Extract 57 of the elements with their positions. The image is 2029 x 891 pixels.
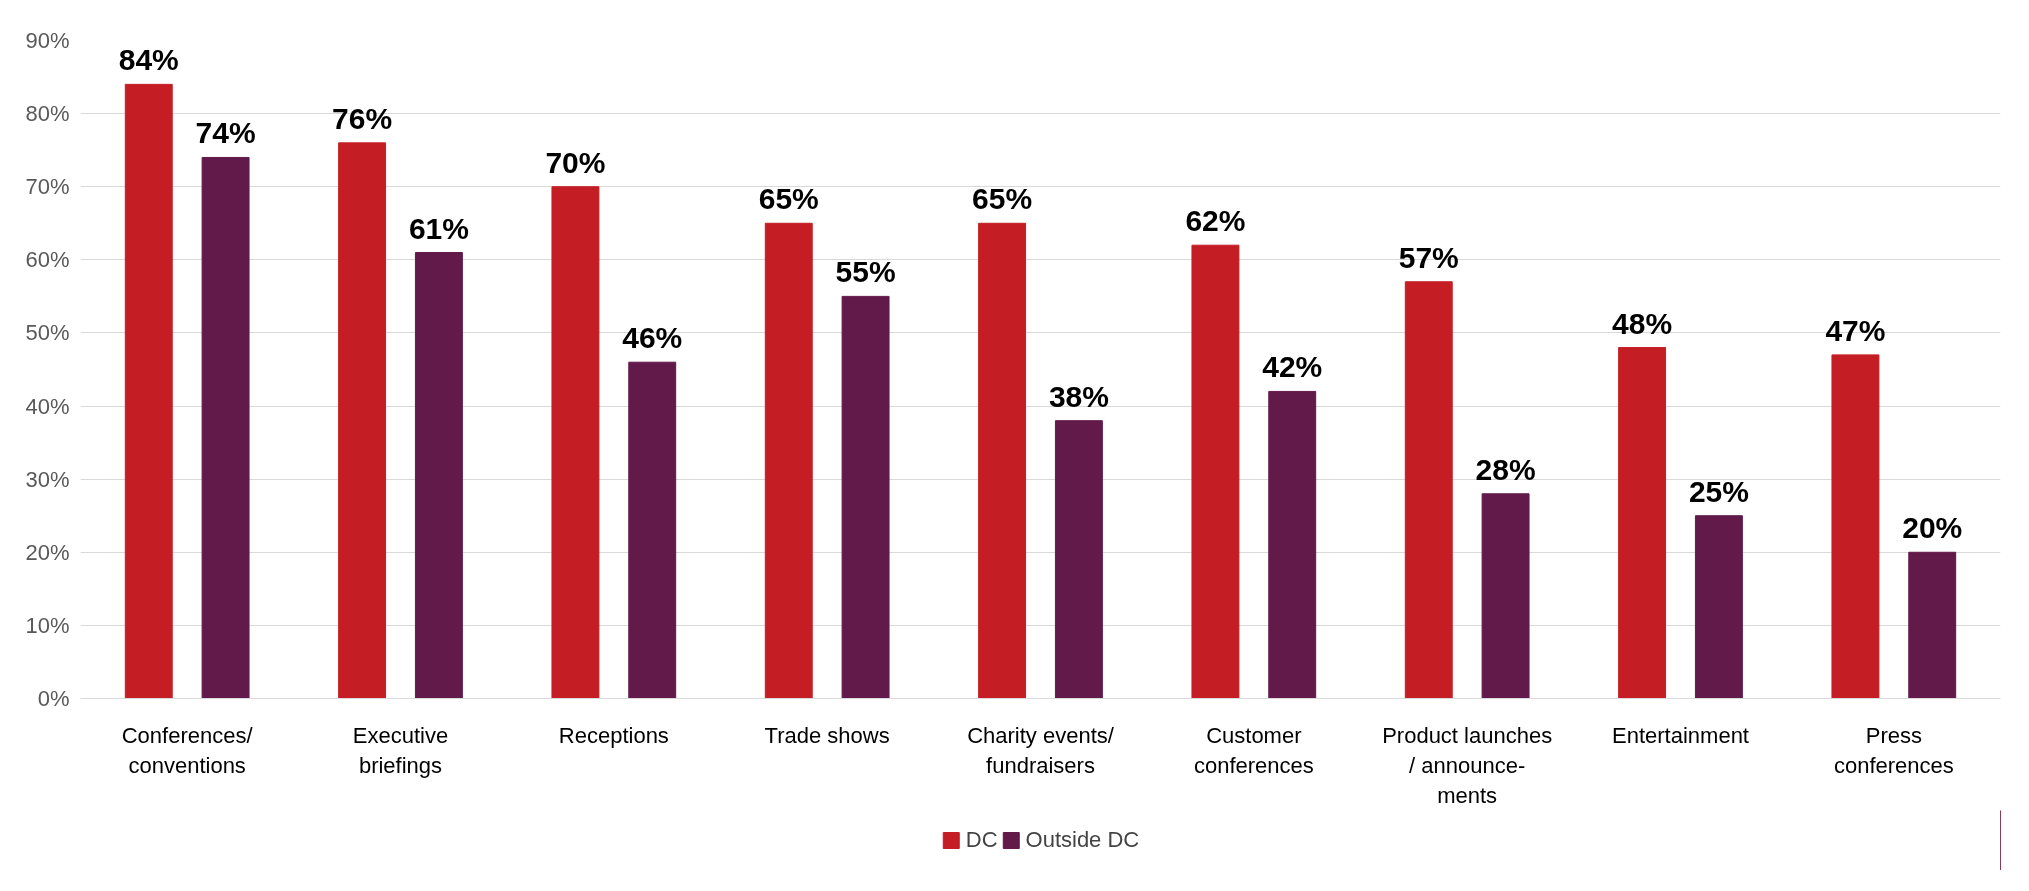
- x-tick-label: Trade shows: [764, 722, 890, 748]
- legend-label: Outside DC: [1025, 827, 1140, 853]
- y-tick-label: 10%: [25, 612, 70, 638]
- y-tick-label: 30%: [25, 466, 70, 492]
- data-label: 62%: [1185, 204, 1246, 238]
- bar: [764, 222, 813, 699]
- bar: [551, 186, 600, 699]
- x-tick-label: Press conferences: [1833, 722, 1954, 778]
- y-tick-label: 50%: [25, 320, 70, 346]
- data-label: 70%: [545, 145, 606, 179]
- bar: [841, 295, 890, 699]
- data-label: 48%: [1612, 306, 1673, 340]
- bar: [1268, 390, 1317, 699]
- bar: [201, 156, 250, 699]
- bar: [1694, 515, 1743, 699]
- data-label: 25%: [1688, 474, 1749, 508]
- data-label: 55%: [835, 255, 896, 289]
- bar: [338, 142, 387, 699]
- legend-label: DC: [965, 827, 998, 853]
- data-label: 76%: [332, 101, 393, 135]
- bar: [1618, 347, 1667, 699]
- data-label: 65%: [758, 182, 819, 216]
- data-label: 20%: [1902, 511, 1963, 545]
- data-label: 47%: [1825, 313, 1886, 347]
- data-label: 74%: [195, 116, 256, 150]
- x-tick-label: Entertainment: [1612, 722, 1749, 748]
- bar: [1831, 354, 1880, 699]
- x-tick-label: Receptions: [558, 722, 669, 748]
- x-tick-label: Charity events/ fundraisers: [967, 722, 1115, 778]
- y-tick-label: 20%: [25, 539, 70, 565]
- data-label: 28%: [1475, 452, 1536, 486]
- data-label: 61%: [408, 211, 469, 245]
- bar: [978, 222, 1027, 699]
- x-tick-label: Product launches / announce- ments: [1382, 722, 1553, 808]
- bar: [1908, 551, 1957, 699]
- data-label: 65%: [972, 182, 1033, 216]
- bar: [628, 361, 677, 699]
- data-label: 57%: [1398, 240, 1459, 274]
- bar: [124, 83, 173, 699]
- bar: [414, 252, 463, 699]
- bar: [1054, 420, 1103, 699]
- y-tick-label: 60%: [25, 247, 70, 273]
- bar: [1191, 244, 1240, 699]
- x-tick-label: Executive briefings: [352, 722, 449, 778]
- data-label: 42%: [1262, 350, 1323, 384]
- bar: [1404, 281, 1453, 699]
- y-tick-label: 40%: [25, 393, 70, 419]
- data-label: 38%: [1048, 379, 1109, 413]
- bar: [1481, 493, 1530, 699]
- y-tick-label: 80%: [25, 101, 70, 127]
- x-tick-label: Customer conferences: [1193, 722, 1314, 778]
- data-label: 84%: [118, 43, 179, 77]
- y-tick-label: 90%: [25, 28, 70, 53]
- y-tick-label: 70%: [25, 174, 70, 200]
- data-label: 46%: [622, 321, 683, 355]
- y-tick-label: 0%: [37, 686, 70, 711]
- x-tick-label: Conferences/ conventions: [121, 722, 254, 778]
